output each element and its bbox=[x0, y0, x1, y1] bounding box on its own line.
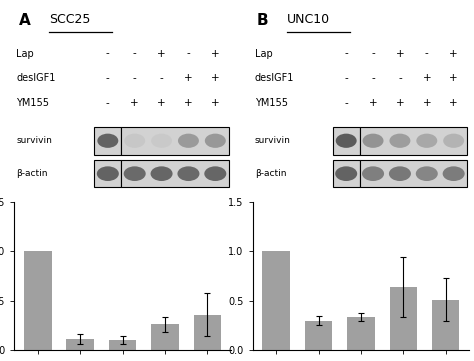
Text: +: + bbox=[396, 99, 404, 108]
Text: Lap: Lap bbox=[17, 48, 34, 58]
Text: B: B bbox=[257, 13, 269, 27]
Bar bbox=[24, 251, 52, 350]
Bar bbox=[360, 160, 467, 187]
Text: +: + bbox=[211, 73, 219, 83]
Text: YM155: YM155 bbox=[17, 99, 49, 108]
Text: -: - bbox=[106, 73, 109, 83]
Bar bbox=[121, 126, 229, 155]
Ellipse shape bbox=[124, 166, 146, 181]
Text: +: + bbox=[184, 99, 193, 108]
Bar bbox=[121, 160, 229, 187]
Text: UNC10: UNC10 bbox=[287, 13, 330, 26]
Bar bbox=[347, 317, 374, 350]
Text: +: + bbox=[369, 99, 377, 108]
Ellipse shape bbox=[443, 134, 464, 148]
Ellipse shape bbox=[151, 134, 172, 148]
Text: desIGF1: desIGF1 bbox=[17, 73, 56, 83]
Ellipse shape bbox=[362, 166, 384, 181]
Text: survivin: survivin bbox=[255, 136, 291, 145]
Text: SCC25: SCC25 bbox=[49, 13, 90, 26]
Text: β-actin: β-actin bbox=[17, 169, 48, 178]
Text: survivin: survivin bbox=[17, 136, 52, 145]
Bar bbox=[66, 339, 94, 350]
Bar bbox=[432, 300, 459, 350]
Text: +: + bbox=[422, 73, 431, 83]
Bar bbox=[390, 287, 417, 350]
Text: +: + bbox=[184, 73, 193, 83]
Text: -: - bbox=[344, 73, 348, 83]
Ellipse shape bbox=[204, 166, 226, 181]
Text: A: A bbox=[18, 13, 30, 27]
Ellipse shape bbox=[363, 134, 383, 148]
Ellipse shape bbox=[151, 166, 173, 181]
Text: -: - bbox=[160, 73, 164, 83]
Text: -: - bbox=[425, 48, 428, 58]
Ellipse shape bbox=[335, 166, 357, 181]
Ellipse shape bbox=[390, 134, 410, 148]
Ellipse shape bbox=[124, 134, 145, 148]
Ellipse shape bbox=[443, 166, 465, 181]
Text: +: + bbox=[449, 48, 458, 58]
Text: +: + bbox=[130, 99, 139, 108]
Text: Lap: Lap bbox=[255, 48, 273, 58]
Bar bbox=[94, 126, 121, 155]
Text: β-actin: β-actin bbox=[255, 169, 286, 178]
Ellipse shape bbox=[336, 134, 356, 148]
Text: desIGF1: desIGF1 bbox=[255, 73, 294, 83]
Text: -: - bbox=[398, 73, 402, 83]
Ellipse shape bbox=[389, 166, 411, 181]
Ellipse shape bbox=[205, 134, 226, 148]
Text: YM155: YM155 bbox=[255, 99, 288, 108]
Text: +: + bbox=[211, 99, 219, 108]
Text: -: - bbox=[106, 48, 109, 58]
Bar bbox=[109, 340, 137, 350]
Text: -: - bbox=[187, 48, 190, 58]
Bar bbox=[305, 321, 332, 350]
Text: -: - bbox=[371, 48, 375, 58]
Ellipse shape bbox=[416, 166, 438, 181]
Text: +: + bbox=[157, 48, 166, 58]
Text: +: + bbox=[211, 48, 219, 58]
Text: -: - bbox=[133, 73, 137, 83]
Ellipse shape bbox=[178, 134, 199, 148]
Ellipse shape bbox=[97, 166, 119, 181]
Bar bbox=[193, 314, 221, 350]
Ellipse shape bbox=[416, 134, 438, 148]
Text: -: - bbox=[344, 48, 348, 58]
Bar bbox=[333, 160, 360, 187]
Text: -: - bbox=[133, 48, 137, 58]
Bar bbox=[151, 325, 179, 350]
Text: +: + bbox=[449, 73, 458, 83]
Bar bbox=[263, 251, 290, 350]
Text: +: + bbox=[449, 99, 458, 108]
Text: -: - bbox=[371, 73, 375, 83]
Bar bbox=[333, 126, 360, 155]
Text: +: + bbox=[422, 99, 431, 108]
Bar bbox=[360, 126, 467, 155]
Text: -: - bbox=[344, 99, 348, 108]
Text: +: + bbox=[396, 48, 404, 58]
Bar bbox=[94, 160, 121, 187]
Text: -: - bbox=[106, 99, 109, 108]
Ellipse shape bbox=[177, 166, 200, 181]
Ellipse shape bbox=[97, 134, 118, 148]
Text: +: + bbox=[157, 99, 166, 108]
